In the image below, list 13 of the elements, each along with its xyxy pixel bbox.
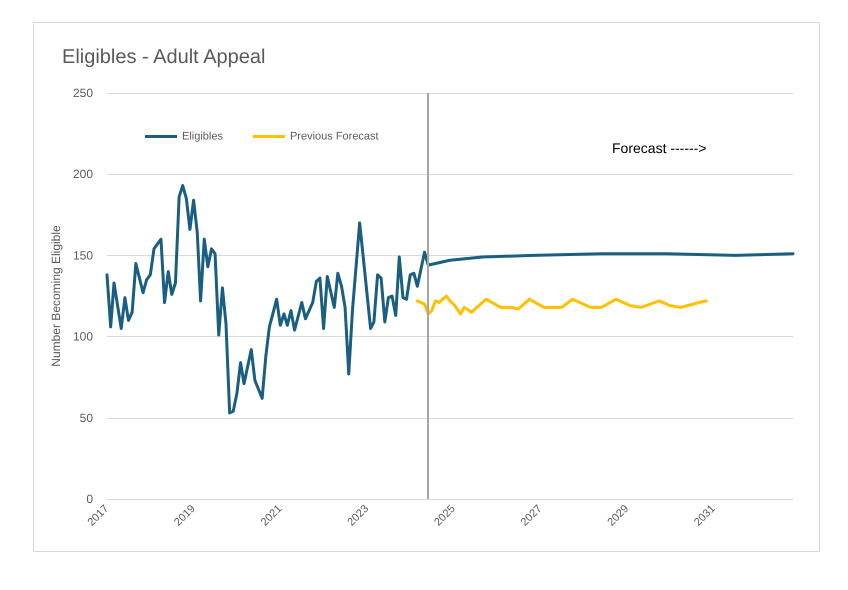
- y-tick-label: 200: [72, 167, 94, 182]
- y-tick-label: 50: [80, 410, 94, 425]
- y-axis-title: Number Becoming Eligible: [49, 224, 64, 367]
- line-series: [416, 294, 708, 316]
- legend-label: Previous Forecast: [290, 130, 379, 142]
- annotation: Forecast ------>: [612, 140, 706, 156]
- line-series: [106, 184, 794, 414]
- chart-title: Eligibles - Adult Appeal: [62, 46, 266, 68]
- y-tick-label: 100: [72, 330, 94, 344]
- legend-label: Eligibles: [182, 130, 224, 142]
- y-tick-label: 0: [86, 492, 94, 506]
- y-tick-label: 250: [72, 86, 94, 100]
- y-tick-label: 150: [72, 248, 94, 262]
